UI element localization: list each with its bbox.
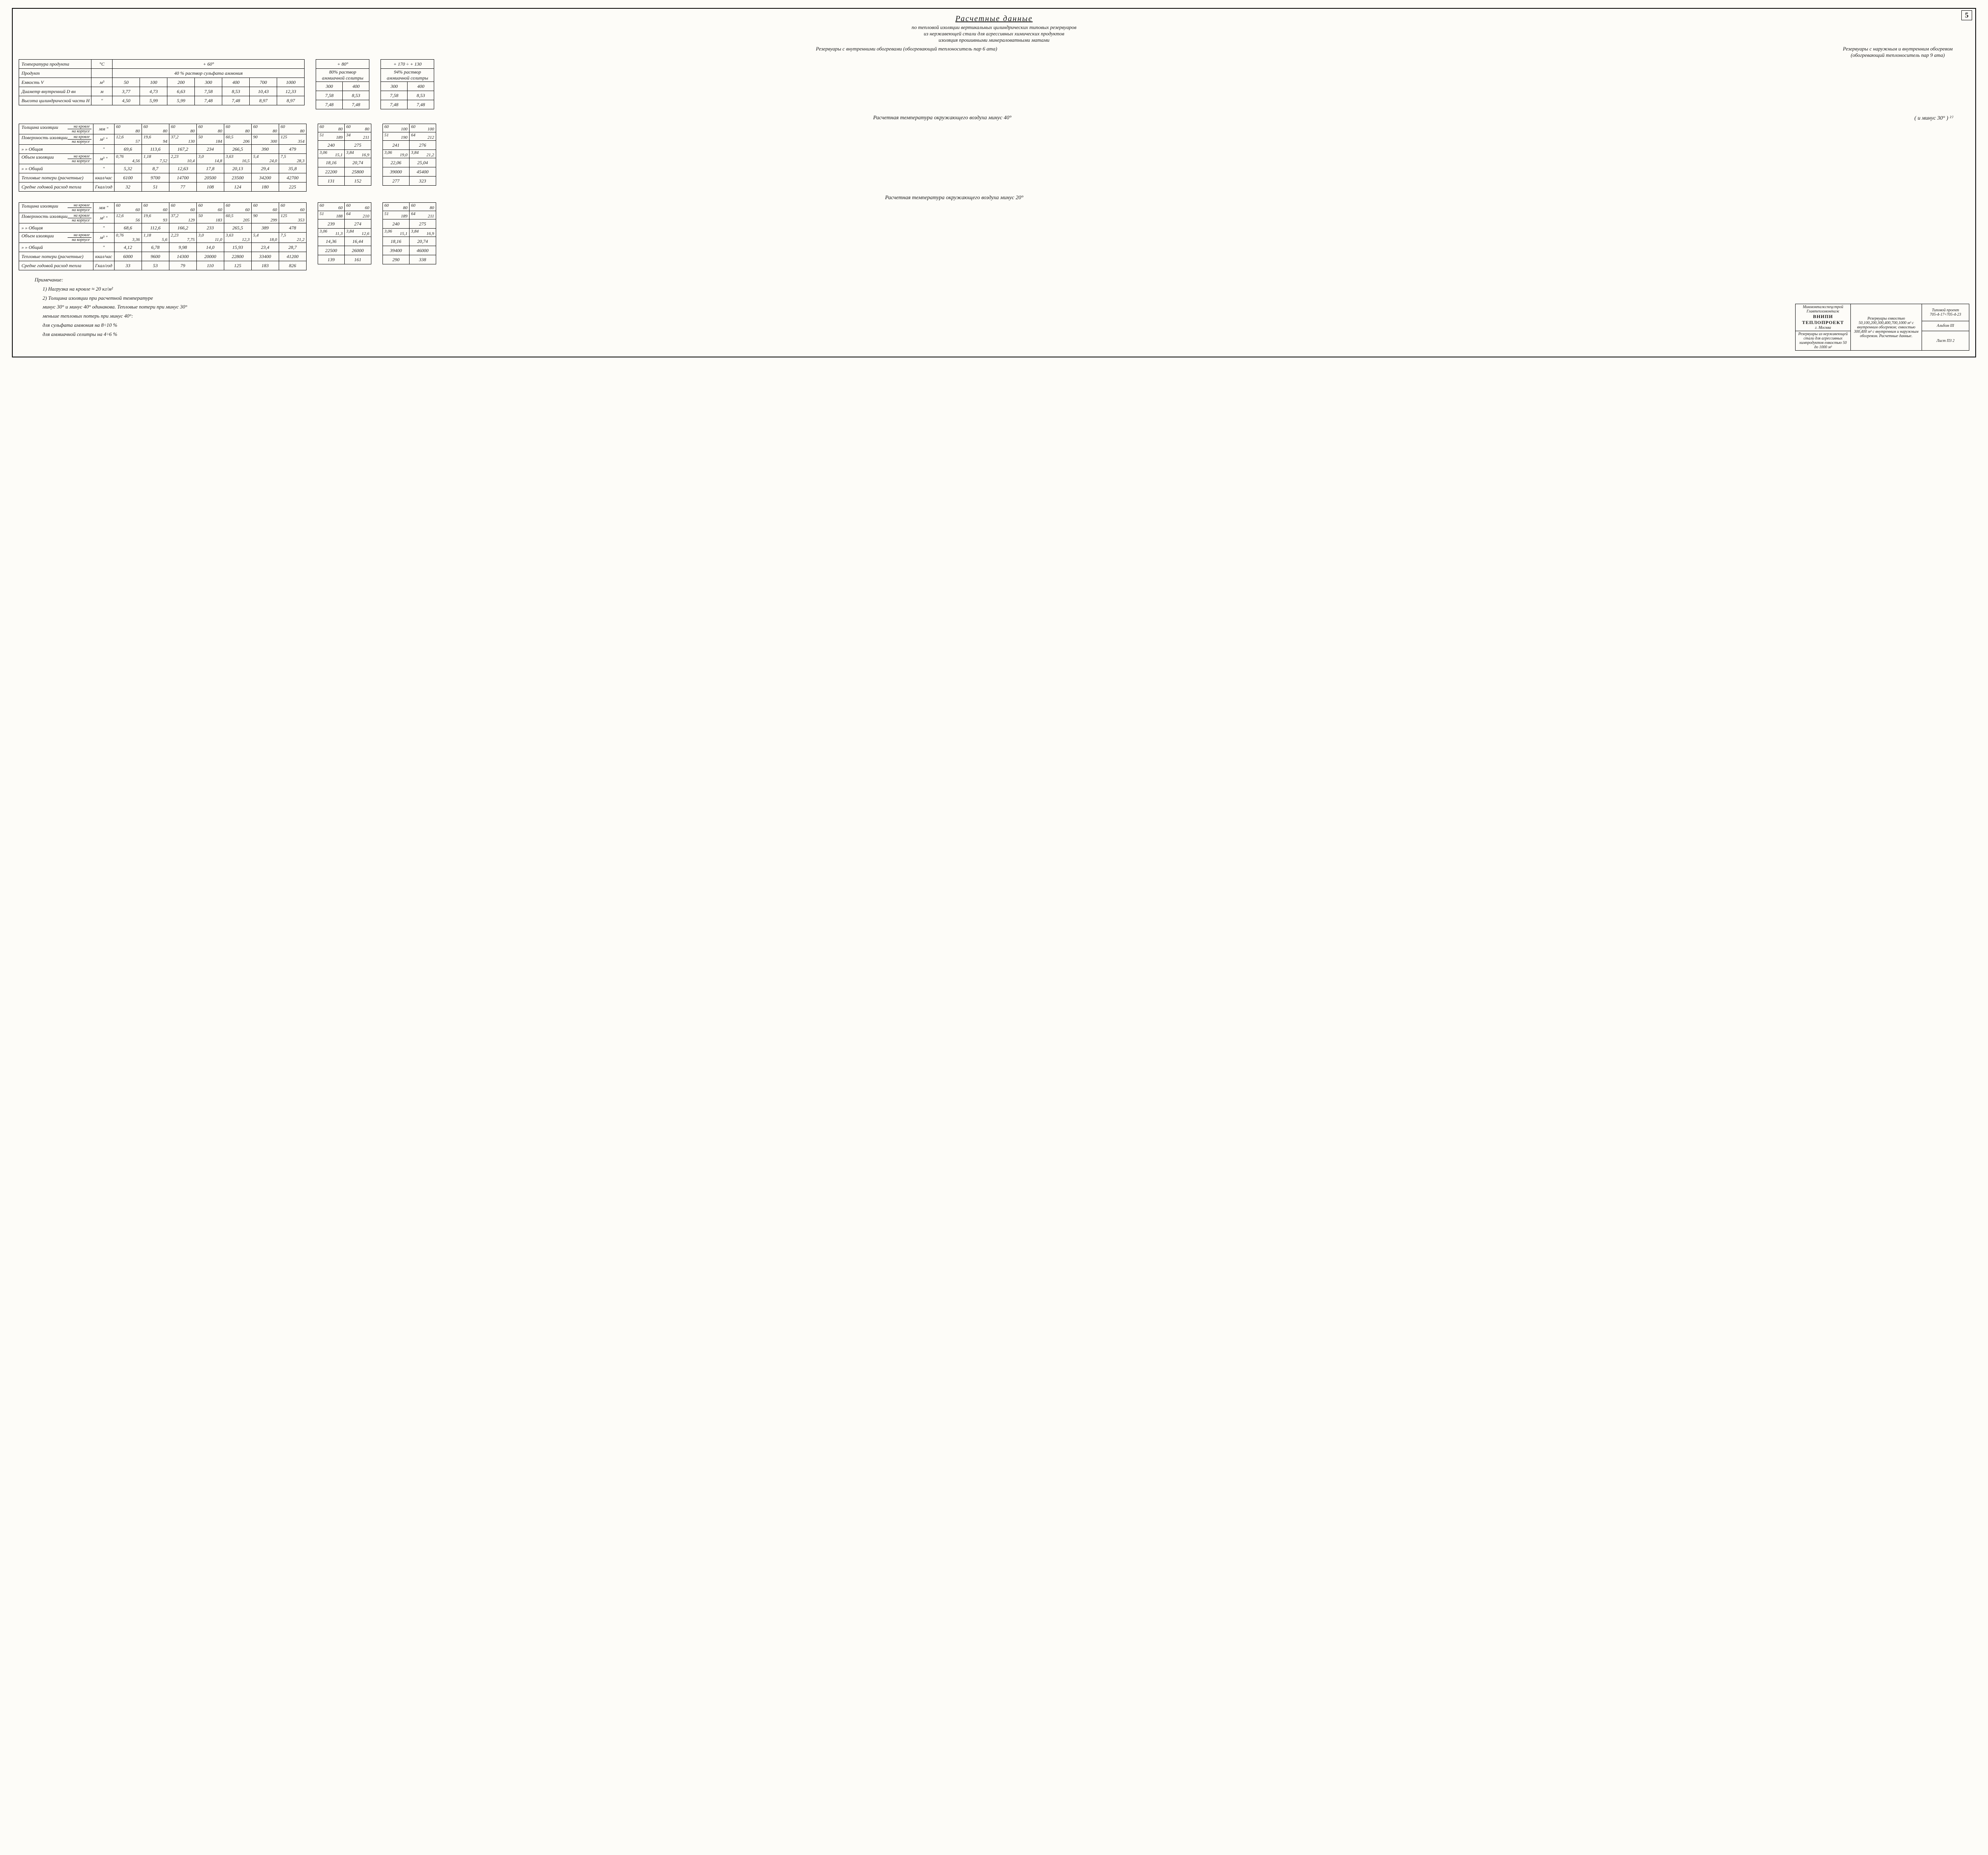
table-main-40: Толщина изоляциина кровлена корпусемм "6…	[19, 124, 307, 192]
stamp-org1: Минмонтажспецстрой	[1803, 305, 1843, 309]
section-40-note: ( и минус 30° ) ²⁾	[1898, 115, 1969, 122]
stamp-org4: г. Москва	[1815, 326, 1831, 330]
table-main-20: Толщина изоляциина кровлена корпусемм "6…	[19, 202, 307, 270]
stamp-org3: ВНИПИ ТЕПЛОПРОЕКТ	[1802, 314, 1844, 325]
title: Расчетные данные	[19, 14, 1969, 23]
subtitle-2: из нержавеющей стали для агрессивных хим…	[19, 31, 1969, 37]
stamp-sheet-l: Лист	[1936, 339, 1945, 343]
stamp-desc1: Резервуары из нержавеющей стали для агре…	[1796, 331, 1851, 351]
stamp-sheet: ПЗ 2	[1947, 339, 1955, 343]
stamp-org2: Главтепломонтаж	[1807, 309, 1840, 314]
section-20: Расчетная температура окружающего воздух…	[0, 195, 1969, 201]
table-side-b-20: 6080608051189642112402753,0615,13,8416,9…	[382, 202, 436, 264]
subtitle-3: изоляция прошивными минераловатными мата…	[19, 37, 1969, 43]
table-side-a-header: + 80°80% раствор аммиачной селитры300400…	[316, 59, 369, 109]
table-side-a-40: 6080608051189342112402753,0615,13,8416,9…	[318, 124, 371, 186]
subtitle-1: по тепловой изоляции вертикальных цилинд…	[19, 24, 1969, 31]
note-2: 2) Толщина изоляции при расчетной темпер…	[43, 294, 1969, 303]
header-left: Резервуары с внутренними обогревами (обо…	[0, 46, 1826, 58]
table-side-b-header: + 170 ÷ + 13094% раствор аммиачной селит…	[381, 59, 434, 109]
table-side-b-40: 601006010051190642122412763,0619,03,8421…	[382, 124, 436, 186]
stamp-proj-l: Типовой проект	[1932, 308, 1959, 312]
page-number: 5	[1961, 10, 1972, 20]
title-block: Минмонтажспецстрой Главтепломонтаж ВНИПИ…	[1795, 304, 1969, 351]
notes-block: Примечание: 1) Нагрузка на кровле ≈ 20 к…	[43, 276, 1969, 339]
note-4: меньше тепловых потерь при минус 40°:	[43, 312, 1969, 320]
header-right: Резервуары с наружным и внутренним обогр…	[1826, 46, 1969, 58]
table-side-a-20: 6060606051188642102392743,0611,33,8412,6…	[318, 202, 371, 264]
table-main-header: Температура продукта°C+ 60°Продукт40 % р…	[19, 59, 305, 105]
section-40: Расчетная температура окружающего воздух…	[0, 115, 1898, 122]
stamp-album-l: Альбом	[1937, 324, 1949, 328]
notes-title: Примечание:	[35, 276, 1969, 284]
stamp-desc2: Резервуары емкостью 50,100,200,300,400,7…	[1851, 304, 1922, 351]
note-5: для сульфата аммония на 8÷10 %	[43, 321, 1969, 330]
note-1: 1) Нагрузка на кровле ≈ 20 кг/м²	[43, 285, 1969, 293]
note-6: для аммиачной селитры на 4÷6 %	[43, 330, 1969, 339]
drawing-sheet: 5 Расчетные данные по тепловой изоляции …	[12, 8, 1976, 357]
stamp-album: III	[1950, 324, 1954, 328]
note-3: минус 30° и минус 40° одинакова. Тепловы…	[43, 303, 1969, 311]
stamp-proj: 705-4-17÷705-4-23	[1930, 312, 1961, 317]
